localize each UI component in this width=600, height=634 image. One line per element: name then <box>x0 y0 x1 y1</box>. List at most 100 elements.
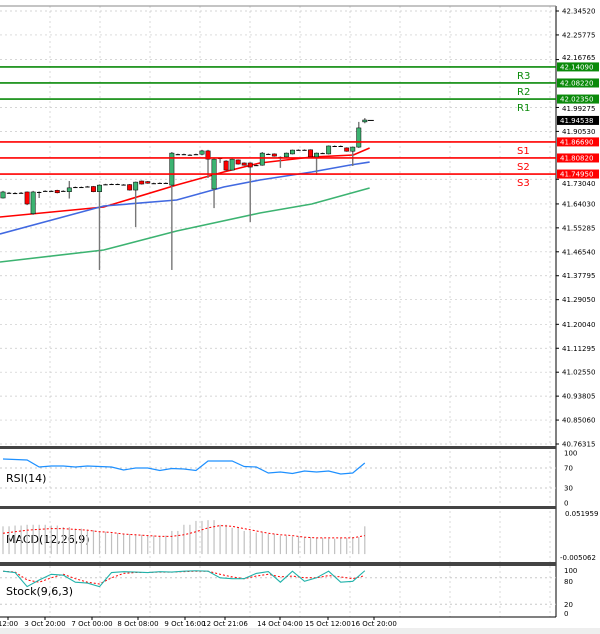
level-price-tag <box>557 137 599 147</box>
stochastic-label: Stock(9,6,3) <box>6 585 73 598</box>
candle-body <box>151 183 156 185</box>
price-tick-label: 40.76315 <box>562 441 595 449</box>
price-tick-label: 41.90530 <box>562 128 595 136</box>
level-price-label: 41.86690 <box>560 138 593 146</box>
candle-body <box>193 154 199 156</box>
level-label-s1: S1 <box>517 146 530 157</box>
candle-body <box>362 119 368 123</box>
level-price-label: 41.80820 <box>560 154 593 162</box>
time-label: 14 Oct 04:00 <box>257 620 303 628</box>
candle-body <box>205 150 211 160</box>
candle-body <box>43 190 48 192</box>
candle-body <box>314 152 320 158</box>
level-price-tag <box>557 78 599 88</box>
grid <box>0 6 556 617</box>
stochastic-k-line <box>2 570 366 588</box>
level-label-r2: R2 <box>517 87 530 98</box>
macd-label: MACD(12,26,9) <box>6 533 90 546</box>
candle-body <box>308 149 313 158</box>
time-label: 15 Oct 12:00 <box>305 620 351 628</box>
candle-body <box>344 147 350 152</box>
rsi-panel: RSI(14) 100 70 30 0 <box>0 450 577 508</box>
candle-body <box>91 186 96 192</box>
pivot-levels: R3 42.14090 R2 42.08220 R1 42.02350 S1 41.86690… <box>0 62 599 189</box>
candle-body <box>54 190 60 194</box>
candle-body <box>332 145 337 147</box>
candle-body <box>139 180 145 185</box>
rsi-level-label: 0 <box>564 500 568 508</box>
level-label-s3: S3 <box>517 178 530 189</box>
level-label-r1: R1 <box>517 103 530 114</box>
candle-body <box>133 181 139 191</box>
time-label: 9 Oct 16:00 <box>164 620 205 628</box>
stochastic-level-label: 20 <box>564 601 573 609</box>
candle-body <box>157 182 162 184</box>
panel-frames <box>0 5 600 634</box>
candle-body <box>283 152 289 158</box>
stochastic-level-label: 0 <box>564 610 568 618</box>
candle-body <box>187 154 193 156</box>
candle-body <box>0 191 6 199</box>
price-tick-label: 41.99275 <box>562 105 595 113</box>
rsi-level-label: 30 <box>564 485 573 493</box>
candle-body <box>169 152 175 186</box>
level-price-tag <box>557 62 599 72</box>
panel-separator <box>0 562 556 566</box>
price-tick-label: 41.02550 <box>562 369 595 377</box>
moving-average-line <box>0 187 370 263</box>
candle-body <box>36 191 42 193</box>
candle-body <box>18 192 24 194</box>
candle-body <box>356 127 362 148</box>
candle-body <box>271 153 277 157</box>
candle-body <box>266 153 271 155</box>
candle-body <box>247 162 253 168</box>
candle-body <box>326 145 332 155</box>
level-label-s2: S2 <box>517 162 530 173</box>
candle-body <box>85 186 90 188</box>
candle-body <box>296 149 301 151</box>
price-tick-label: 41.46540 <box>562 248 595 256</box>
price-tick-label: 41.37795 <box>562 272 595 280</box>
candle-body <box>127 184 133 191</box>
moving-average-line <box>0 161 370 235</box>
stochastic-panel: Stock(9,6,3) 100 80 200 <box>0 567 577 618</box>
candle-body <box>115 184 120 186</box>
time-label: 7 Oct 00:00 <box>71 620 112 628</box>
candle-body <box>121 184 126 186</box>
price-tick-label: 42.25775 <box>562 31 595 39</box>
macd-top-label: 0.051959 <box>565 510 598 518</box>
candle-body <box>79 187 84 189</box>
status-strip <box>0 628 600 634</box>
candle-body <box>350 146 356 152</box>
price-tick-label: 41.29050 <box>562 296 595 304</box>
time-label: 12 Oct 21:06 <box>202 620 248 628</box>
panel-separator <box>0 446 556 449</box>
stochastic-d-line <box>2 570 365 585</box>
price-tick-label: 41.11295 <box>562 345 595 353</box>
candle-body <box>61 190 66 192</box>
candle-body <box>229 158 235 171</box>
last-price-label: 41.94538 <box>560 117 593 125</box>
candle-body <box>235 159 241 165</box>
macd-panel: MACD(12,26,9) 0.051959 -0.005062 <box>2 510 598 562</box>
macd-bottom-label: -0.005062 <box>560 554 596 562</box>
candle-body <box>30 191 36 214</box>
rsi-label: RSI(14) <box>6 472 46 485</box>
price-tick-label: 40.85060 <box>562 417 595 425</box>
price-tick-label: 42.34520 <box>562 8 595 16</box>
time-label: 12:00 <box>0 620 18 628</box>
price-tick-label: 42.16765 <box>562 54 595 62</box>
candle-body <box>254 165 259 167</box>
candle-body <box>103 184 108 186</box>
price-tick-label: 41.20040 <box>562 321 595 329</box>
candle-body <box>289 149 295 155</box>
price-tick-label: 41.55285 <box>562 224 595 232</box>
level-price-label: 41.74950 <box>560 171 593 179</box>
candle-body <box>97 184 102 192</box>
moving-averages <box>0 147 370 263</box>
candle-body <box>145 181 151 184</box>
panel-separator <box>0 506 556 509</box>
candle-body <box>6 192 12 194</box>
